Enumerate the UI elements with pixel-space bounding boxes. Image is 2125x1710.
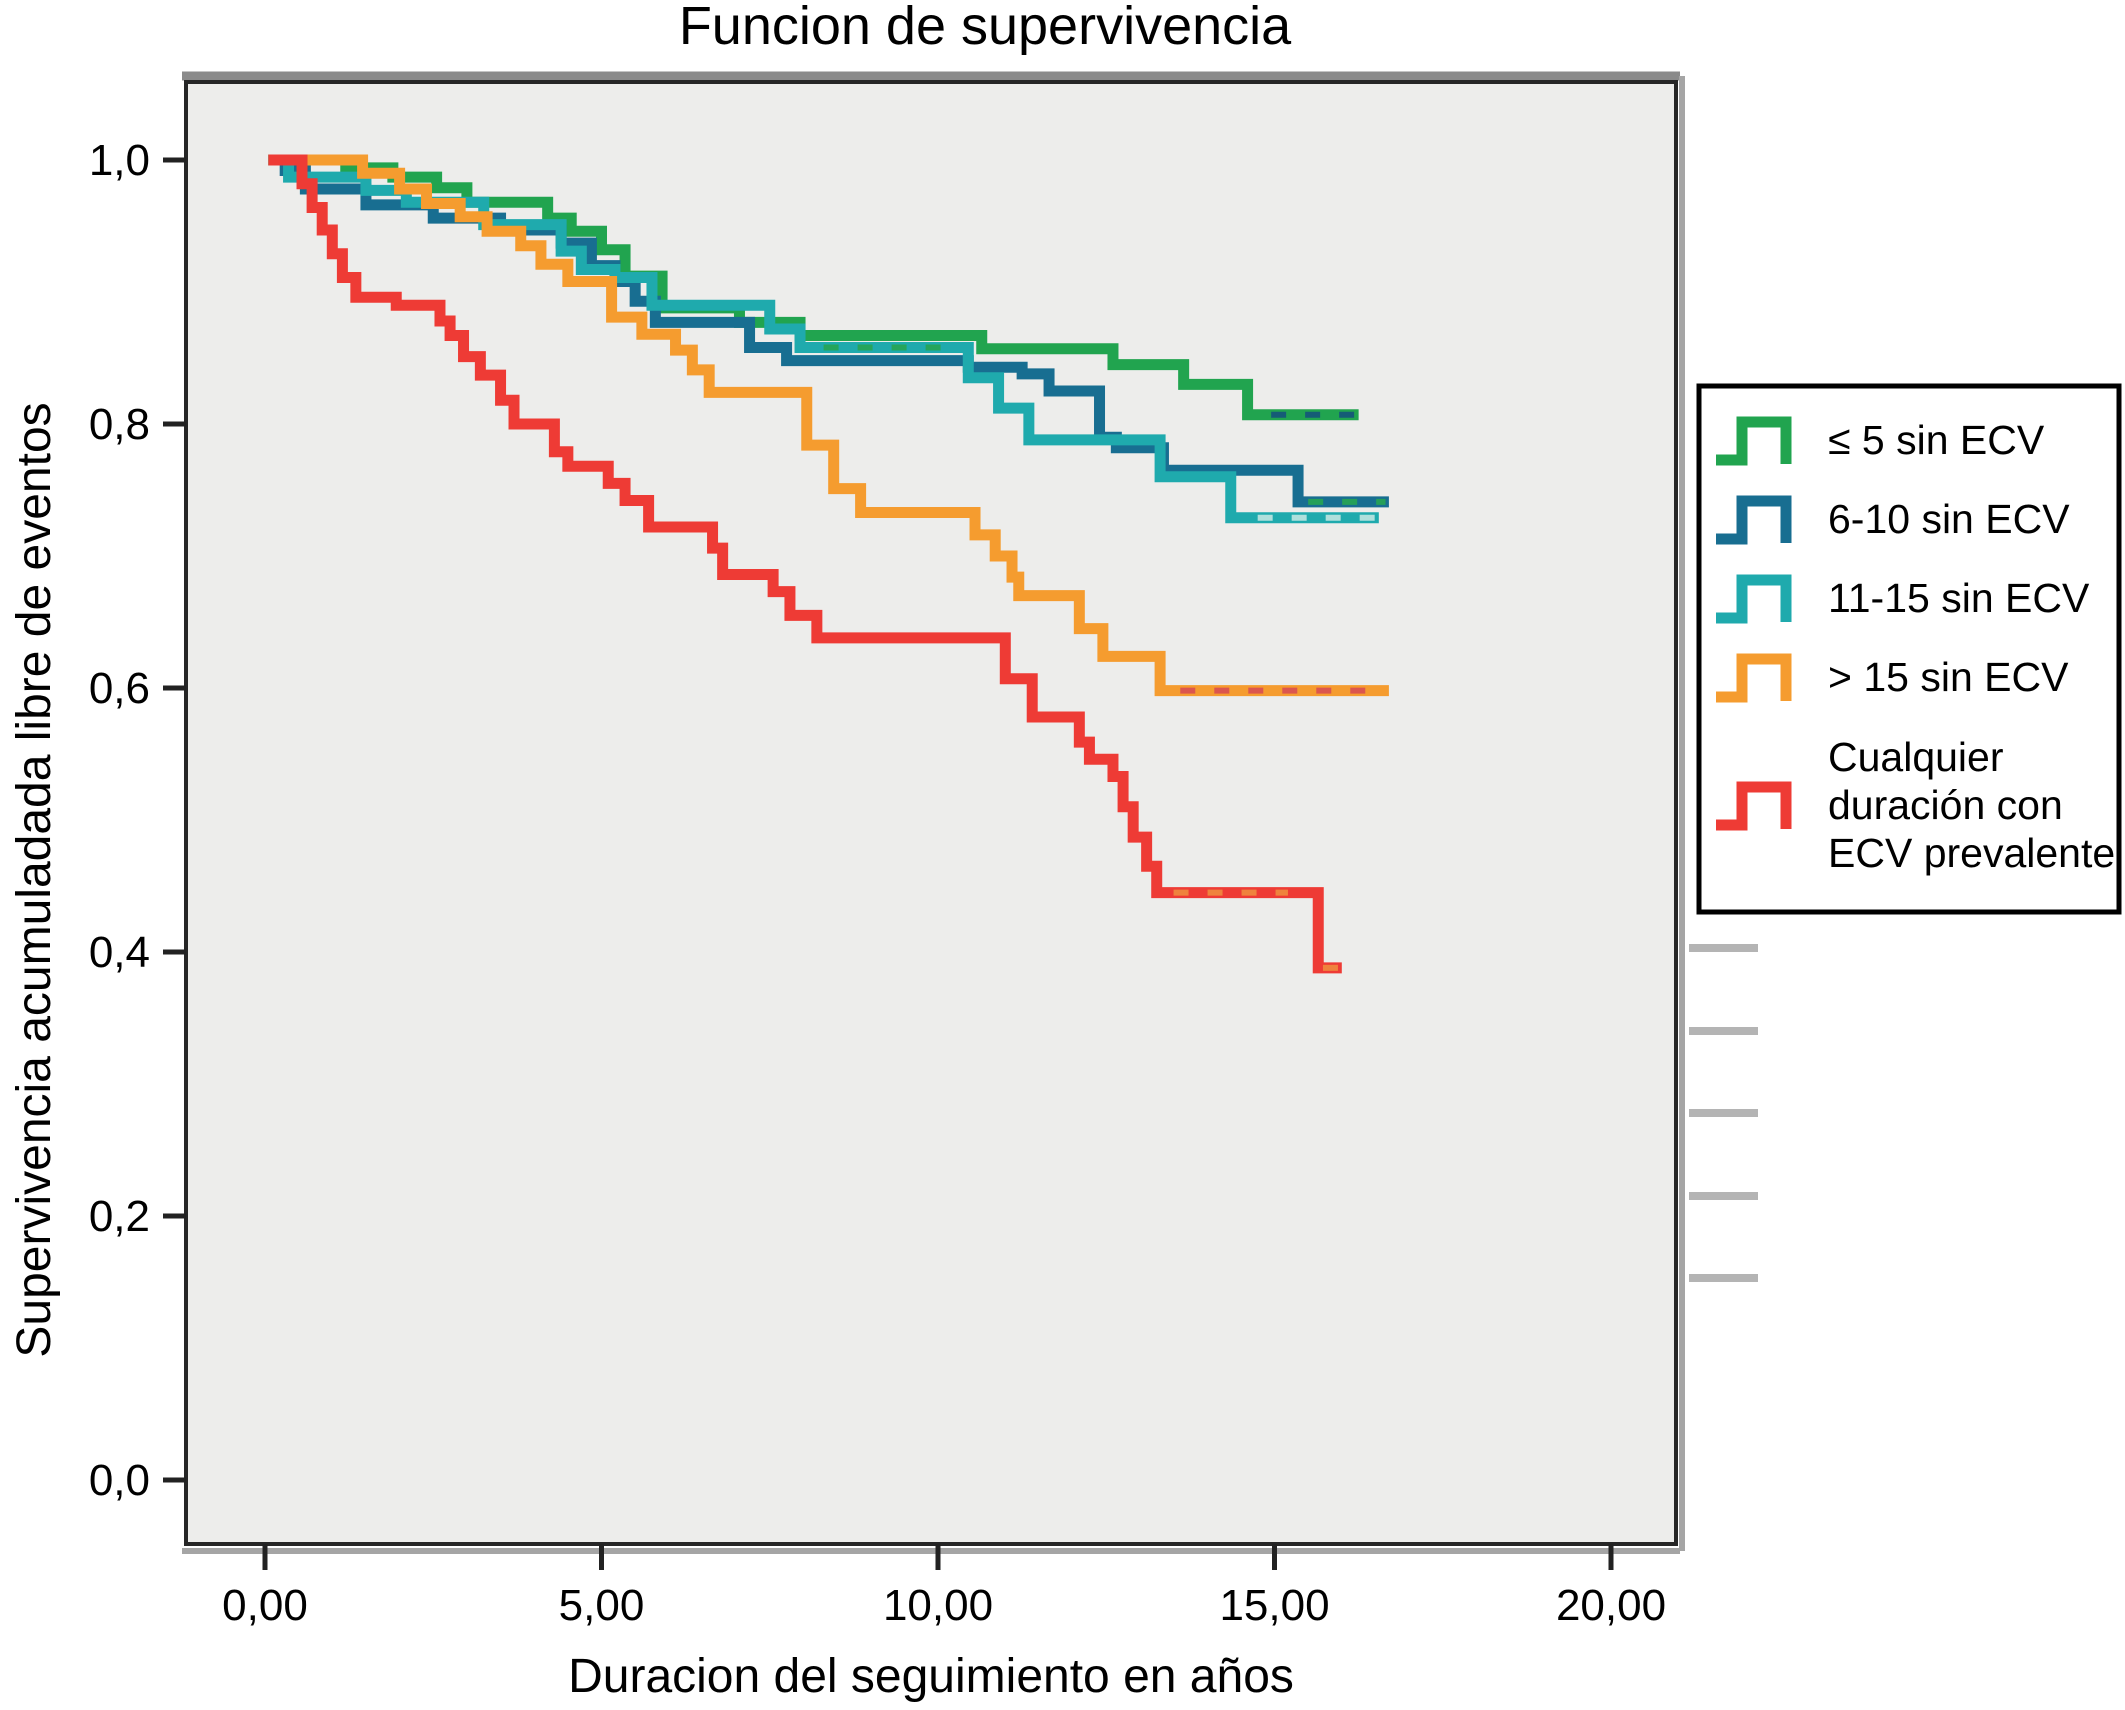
x-axis-title: Duracion del seguimiento en años	[568, 1650, 1294, 1703]
legend-key-s6_10	[1716, 495, 1792, 545]
legend-box	[1696, 383, 2122, 915]
x-tick-label: 15,00	[1219, 1581, 1329, 1630]
gray-dash	[1689, 1109, 1758, 1117]
x-tick-label: 0,00	[222, 1581, 308, 1630]
legend-label-gt15: > 15 sin ECV	[1828, 654, 2069, 700]
plot-frame	[184, 80, 1678, 1546]
y-tick-label: 0,2	[89, 1192, 150, 1241]
legend-key-ecv	[1716, 781, 1792, 831]
censor-marks	[823, 344, 1386, 971]
x-tick-label: 5,00	[559, 1581, 645, 1630]
legend-key-gt15	[1716, 653, 1792, 703]
legend-label-ecv: Cualquier	[1828, 734, 2004, 780]
gray-dash	[1689, 1274, 1758, 1282]
curve-gt15	[268, 154, 1389, 697]
y-axis-ticks: 1,0 0,8 0,6 0,4 0,2 0,0	[89, 136, 186, 1505]
chart-title: Funcion de supervivencia	[679, 0, 1292, 56]
legend-label-le5: ≤ 5 sin ECV	[1828, 417, 2045, 463]
x-tick-label: 20,00	[1556, 1581, 1666, 1630]
legend-label-s11_15: 11-15 sin ECV	[1828, 575, 2090, 621]
curve-le5	[268, 154, 1359, 421]
legend-label-ecv: ECV prevalente	[1828, 830, 2115, 876]
legend-label-s6_10: 6-10 sin ECV	[1828, 496, 2070, 542]
legend-label-ecv: duración con	[1828, 782, 2063, 828]
legend-key-le5	[1716, 416, 1792, 466]
plot-area	[186, 82, 1676, 1544]
legend-entries: ≤ 5 sin ECV 6-10 sin ECV 11-15 sin ECV > 15…	[1716, 416, 2115, 876]
curve-ecv	[268, 154, 1342, 974]
gray-dash	[1689, 944, 1758, 952]
y-tick-label: 0,6	[89, 664, 150, 713]
y-tick-label: 0,8	[89, 400, 150, 449]
gray-dash	[1689, 1192, 1758, 1200]
y-tick-label: 1,0	[89, 136, 150, 185]
x-axis-ticks: 0,00 5,00 10,00 15,00 20,00	[222, 1544, 1666, 1630]
gray-dash	[1689, 1027, 1758, 1035]
y-axis-title: Supervivencia acumuladada libre de event…	[8, 402, 61, 1357]
x-tick-label: 10,00	[883, 1581, 993, 1630]
survival-curves	[268, 154, 1389, 974]
legend: ≤ 5 sin ECV 6-10 sin ECV 11-15 sin ECV > 15…	[1696, 383, 2122, 915]
y-tick-label: 0,0	[89, 1456, 150, 1505]
right-side-gray-dashes	[1689, 944, 1758, 1282]
y-tick-label: 0,4	[89, 928, 150, 977]
legend-key-s11_15	[1716, 574, 1792, 624]
